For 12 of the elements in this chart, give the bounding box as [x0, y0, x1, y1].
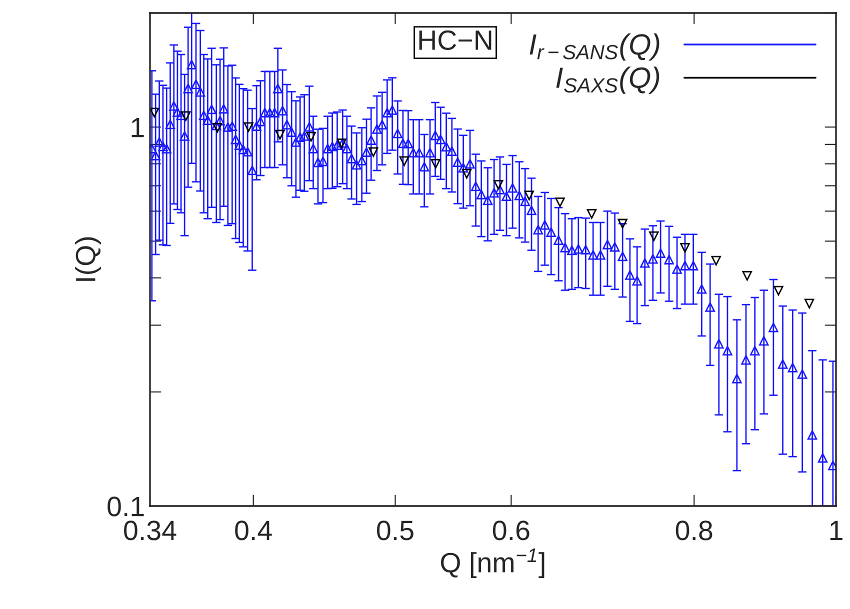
legend-label: I$_{SAXS}$(Q)	[556, 66, 660, 94]
annotation: HC−N	[419, 30, 492, 50]
x-tick-label: 0.8	[676, 520, 712, 540]
y-axis-title: I(Q)	[75, 237, 101, 281]
x-tick-label: 0.34	[124, 520, 176, 540]
x-tick-label: 0.5	[377, 520, 414, 540]
x-tick-label: 0.6	[492, 520, 530, 540]
legend-label: I$_{r−SANS}$(Q)	[530, 33, 660, 61]
x-tick-label: 0.4	[235, 520, 272, 540]
x-axis-title: Q [nm$^{−1}$]	[440, 548, 544, 578]
y-tick-label: 0.1	[108, 496, 144, 516]
x-tick-label: 1	[830, 520, 842, 540]
